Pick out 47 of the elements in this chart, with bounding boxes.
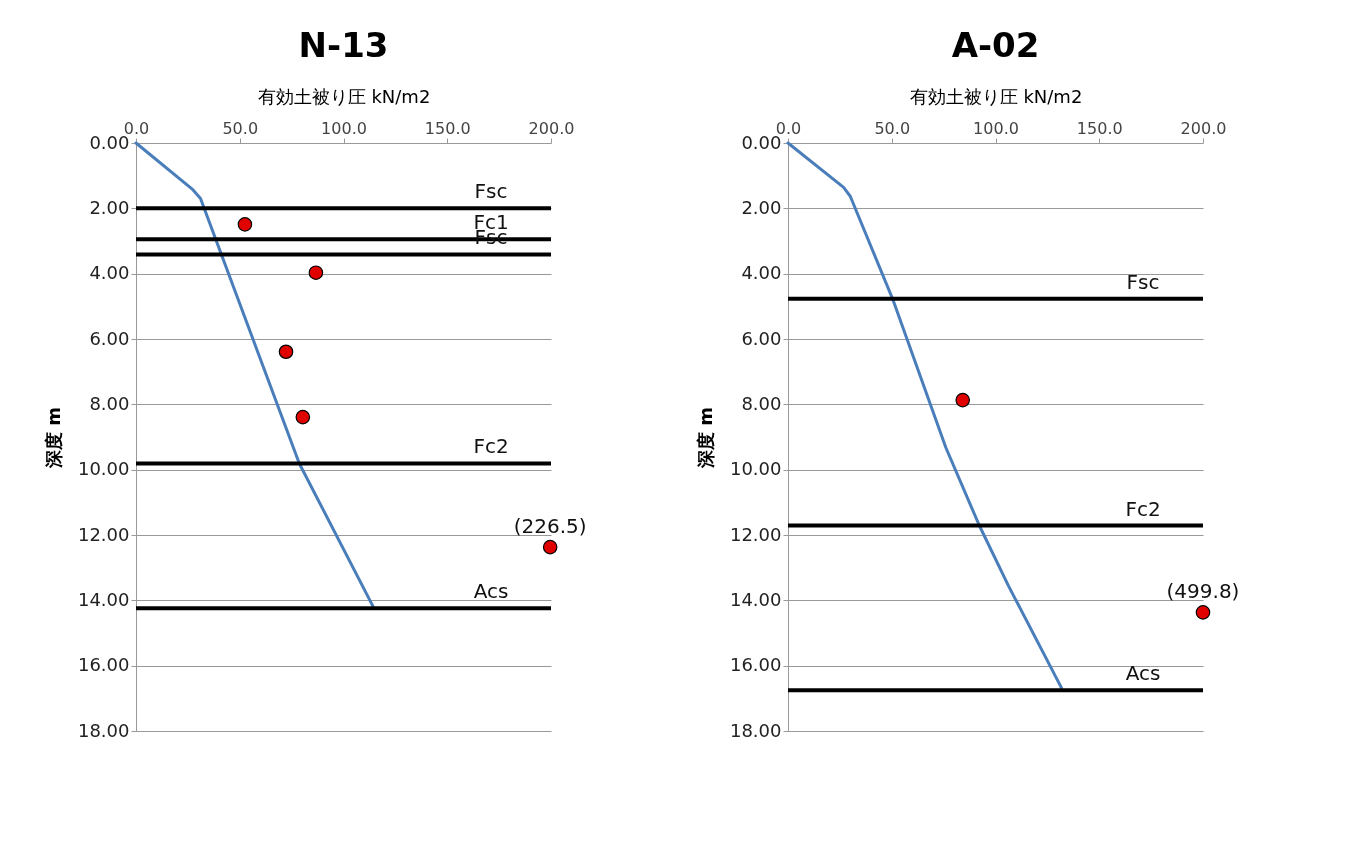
ref-line-label: Acs: [473, 579, 509, 604]
line-series: [786, 141, 1063, 690]
annotation: (499.8): [1166, 579, 1240, 604]
chart-title: N-13: [298, 25, 389, 65]
x-tick-label: 150.0: [424, 118, 471, 138]
y-tick-label: 2.00: [741, 196, 782, 218]
y-tick-label: 14.00: [729, 588, 782, 610]
y-tick-label: 8.00: [741, 392, 782, 414]
ref-line-label: Fc2: [1125, 496, 1161, 521]
y-tick-label: 12.00: [729, 523, 782, 545]
line-series: [134, 141, 375, 608]
y-tick-label: 4.00: [741, 262, 782, 284]
point: [308, 265, 324, 280]
y-tick-label: 8.00: [89, 392, 130, 414]
point: [542, 539, 558, 555]
x-axis-title: 有効土被り圧 kN/m2: [909, 85, 1083, 107]
ref-line-label: Acs: [1125, 661, 1161, 686]
x-tick-label: 150.0: [1076, 118, 1123, 138]
y-tick-label: 18.00: [77, 719, 130, 741]
y-tick-label: 16.00: [729, 654, 782, 676]
y-tick-label: 2.00: [89, 196, 130, 218]
x-tick-label: 200.0: [1180, 118, 1227, 138]
x-axis-title: 有効土被り圧 kN/m2: [257, 85, 431, 107]
x-tick-label: 50.0: [222, 118, 259, 138]
ref-line-label: Fc2: [473, 434, 509, 459]
y-tick-label: 18.00: [729, 719, 782, 741]
ref-line-label: Fsc: [474, 179, 508, 204]
y-tick-label: 10.00: [729, 458, 782, 480]
y-axis-title: 深度 m: [42, 406, 64, 470]
point: [295, 409, 311, 425]
y-tick-label: 14.00: [77, 588, 130, 610]
x-tick-label: 200.0: [528, 118, 575, 138]
y-tick-label: 6.00: [741, 327, 782, 349]
x-tick-label: 50.0: [874, 118, 911, 138]
x-tick-label: 100.0: [973, 118, 1019, 138]
point: [237, 217, 253, 232]
y-axis-title: 深度 m: [694, 406, 716, 470]
x-tick-label: 100.0: [321, 118, 367, 138]
ref-line-label: Fsc: [1126, 269, 1160, 294]
y-tick-label: 16.00: [77, 654, 130, 676]
y-tick-label: 6.00: [89, 327, 130, 349]
y-tick-label: 12.00: [77, 523, 130, 545]
y-tick-label: 4.00: [89, 262, 130, 284]
point: [278, 344, 294, 360]
chart-title: A-02: [951, 25, 1040, 65]
annotation: (226.5): [513, 514, 587, 539]
y-tick-label: 10.00: [77, 458, 130, 480]
